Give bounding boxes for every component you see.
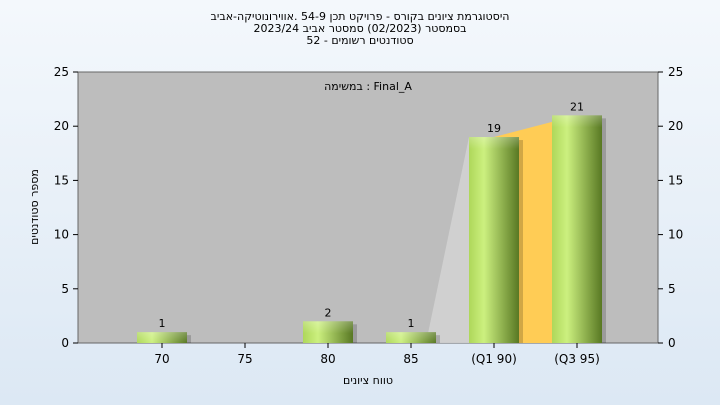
y-axis-title: מספר סטודנטים <box>28 169 41 245</box>
x-tick-label: 70 <box>154 352 169 366</box>
bar-highlight <box>303 321 353 334</box>
histogram-bar <box>552 115 602 343</box>
y-tick-label-right: 10 <box>668 228 683 242</box>
y-tick-label-left: 10 <box>54 228 69 242</box>
bar-data-label: 2 <box>325 306 332 319</box>
y-tick-label-right: 15 <box>668 173 683 187</box>
x-tick-label: (Q1 90) <box>471 352 517 366</box>
bar-highlight <box>137 332 187 343</box>
bar-data-label: 1 <box>159 317 166 330</box>
x-tick-label: 80 <box>320 352 335 366</box>
bar-data-label: 19 <box>487 122 501 135</box>
chart-titles: היסטוגרמת ציונים בקורס - פרויקט תכן 54-9… <box>0 11 720 47</box>
y-tick-label-right: 20 <box>668 119 683 133</box>
bar-highlight <box>469 137 519 150</box>
y-tick-label-right: 5 <box>668 282 676 296</box>
y-tick-label-left: 25 <box>54 65 69 79</box>
bar-highlight <box>552 115 602 128</box>
x-axis-title: טווח ציונים <box>343 374 393 387</box>
bar-data-label: 1 <box>408 317 415 330</box>
bar-highlight <box>386 332 436 343</box>
y-tick-label-left: 0 <box>61 336 69 350</box>
y-tick-label-left: 5 <box>61 282 69 296</box>
x-tick-label: 85 <box>403 352 418 366</box>
x-tick-label: (Q3 95) <box>554 352 600 366</box>
chart-annotation: במשימה : Final_A <box>324 80 412 93</box>
chart-title-line-3: סטודנטים רשומים - 52 <box>306 34 414 47</box>
chart-title-line-2: בסמסטר (02/2023) סמסטר אביב 2023/24 <box>253 22 467 35</box>
chart-title-line-1: היסטוגרמת ציונים בקורס - פרויקט תכן 54-9… <box>210 10 510 23</box>
trend-area <box>426 137 469 343</box>
x-tick-label: 75 <box>237 352 252 366</box>
y-tick-label-left: 20 <box>54 119 69 133</box>
y-tick-label-right: 0 <box>668 336 676 350</box>
bar-data-label: 21 <box>570 100 584 113</box>
y-tick-label-right: 25 <box>668 65 683 79</box>
histogram-bar <box>469 137 519 343</box>
y-tick-label-left: 15 <box>54 173 69 187</box>
